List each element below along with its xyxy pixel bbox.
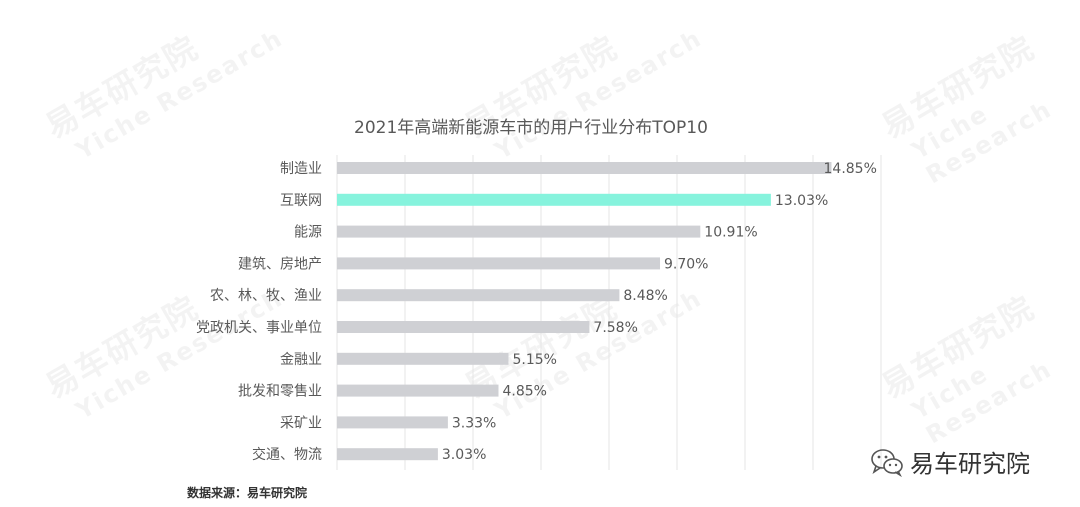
- bar: [337, 193, 771, 206]
- bar: [337, 162, 832, 174]
- category-label: 建筑、房地产: [238, 256, 322, 272]
- category-label: 能源: [294, 225, 322, 241]
- category-label: 互联网: [280, 193, 322, 209]
- bar: [337, 384, 499, 397]
- value-label: 7.58%: [593, 320, 637, 336]
- category-label: 金融业: [280, 352, 322, 368]
- value-label: 10.91%: [704, 225, 757, 241]
- bar: [337, 352, 509, 365]
- bar: [337, 225, 701, 238]
- value-label: 13.03%: [775, 193, 828, 209]
- brand: 易车研究院: [870, 444, 1030, 479]
- bar: [337, 257, 661, 270]
- value-label: 4.85%: [503, 384, 547, 400]
- chart-bars: 制造业 14.85% 互联网 13.03% 能源 10.91% 建筑、房地产 9.70% 农、林…: [196, 161, 877, 463]
- value-label: 3.33%: [452, 415, 496, 431]
- brand-name: 易车研究院: [910, 450, 1030, 478]
- category-label: 交通、物流: [252, 446, 322, 463]
- category-label: 采矿业: [280, 415, 322, 431]
- category-label: 党政机关、事业单位: [196, 320, 322, 336]
- value-label: 14.85%: [824, 161, 877, 177]
- category-label: 农、林、牧、渔业: [210, 288, 322, 304]
- value-label: 5.15%: [512, 352, 556, 368]
- value-label: 3.03%: [442, 447, 486, 463]
- value-label: 8.48%: [623, 288, 667, 304]
- bar: [337, 289, 620, 302]
- chart-grid: [336, 155, 882, 470]
- source-label: 数据来源：易车研究院: [187, 486, 308, 500]
- chart-title: 2021年高端新能源车市的用户行业分布TOP10: [354, 118, 708, 138]
- category-label: 制造业: [280, 161, 322, 177]
- bar: [337, 321, 590, 333]
- wechat-icon: [871, 448, 903, 477]
- value-label: 9.70%: [664, 256, 708, 272]
- bar: [337, 416, 448, 429]
- bar: [337, 448, 438, 461]
- category-label: 批发和零售业: [238, 384, 322, 400]
